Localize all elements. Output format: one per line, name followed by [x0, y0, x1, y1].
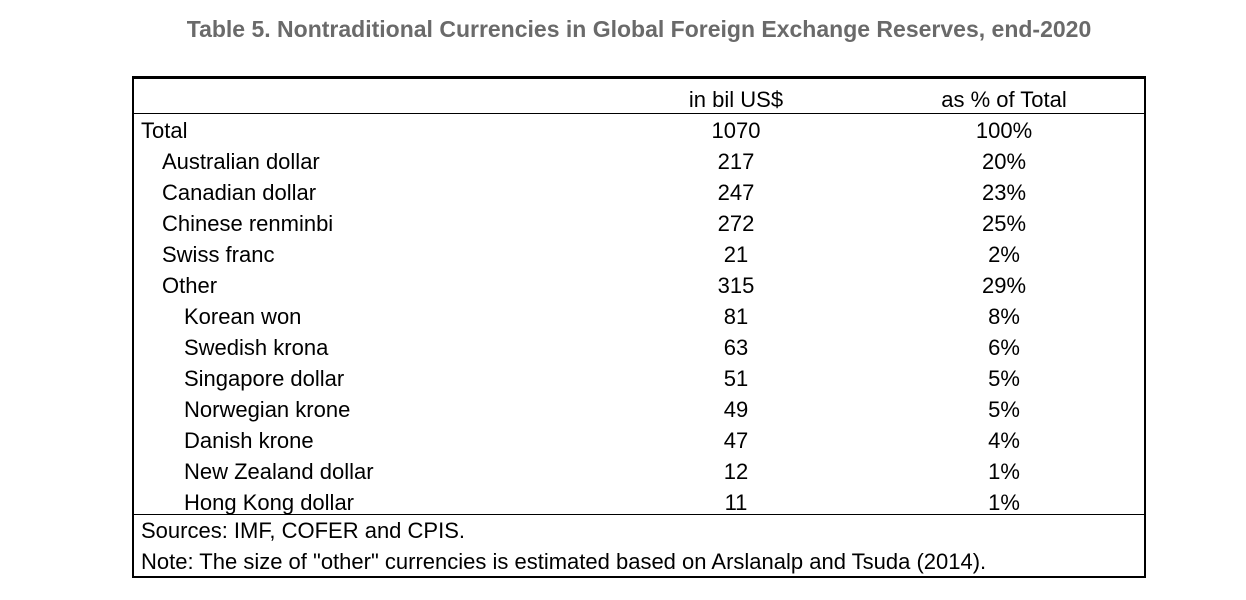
row-label: Chinese renminbi — [162, 211, 334, 236]
column-header-pct-total: as % of Total — [941, 87, 1067, 112]
row-label: Korean won — [184, 304, 302, 329]
row-value-pct: 5% — [988, 397, 1020, 422]
table-row: Australian dollar 217 20% — [134, 146, 1144, 177]
row-label: Singapore dollar — [184, 366, 345, 391]
table-row-total: Total 1070 100% — [134, 115, 1144, 146]
row-label: Danish krone — [184, 428, 314, 453]
row-value-pct: 23% — [981, 180, 1027, 205]
row-label: Australian dollar — [162, 149, 320, 174]
row-value-bil: 247 — [717, 180, 755, 205]
row-value-bil: 51 — [723, 366, 749, 391]
row-value-pct: 4% — [988, 428, 1020, 453]
row-label: Hong Kong dollar — [184, 490, 355, 515]
column-header-bil-usd: in bil US$ — [688, 87, 784, 112]
row-label: Total — [141, 118, 188, 143]
table-row: Danish krone 47 4% — [134, 425, 1144, 456]
row-label: New Zealand dollar — [184, 459, 374, 484]
row-value-bil: 1070 — [711, 118, 761, 143]
row-value-bil: 217 — [717, 149, 755, 174]
row-label: Norwegian krone — [184, 397, 351, 422]
row-label: Other — [162, 273, 218, 298]
row-value-pct: 2% — [988, 242, 1020, 267]
row-label: Swedish krona — [184, 335, 329, 360]
row-value-pct: 5% — [988, 366, 1020, 391]
header-divider — [134, 113, 1144, 114]
table-header-row: in bil US$ as % of Total — [134, 84, 1144, 115]
row-value-pct: 29% — [981, 273, 1027, 298]
row-value-pct: 1% — [988, 490, 1020, 515]
row-value-bil: 315 — [717, 273, 755, 298]
row-value-bil: 81 — [723, 304, 749, 329]
row-value-bil: 11 — [724, 490, 748, 515]
table-row: Swiss franc 21 2% — [134, 239, 1144, 270]
row-value-bil: 49 — [723, 397, 749, 422]
row-value-bil: 63 — [723, 335, 749, 360]
table-row: Other 315 29% — [134, 270, 1144, 301]
row-label: Swiss franc — [162, 242, 275, 267]
sources-note: Sources: IMF, COFER and CPIS. — [141, 518, 465, 543]
row-value-bil: 21 — [723, 242, 749, 267]
table-row: Singapore dollar 51 5% — [134, 363, 1144, 394]
table-row: Swedish krona 63 6% — [134, 332, 1144, 363]
row-value-pct: 100% — [975, 118, 1033, 143]
row-value-bil: 12 — [723, 459, 749, 484]
footer-divider — [134, 514, 1144, 515]
table-row: Chinese renminbi 272 25% — [134, 208, 1144, 239]
row-value-bil: 47 — [723, 428, 749, 453]
row-value-bil: 272 — [717, 211, 755, 236]
currency-reserves-table: in bil US$ as % of Total Total 1070 100%… — [132, 76, 1146, 578]
estimation-note: Note: The size of "other" currencies is … — [141, 549, 987, 574]
row-label: Canadian dollar — [162, 180, 317, 205]
table-title: Table 5. Nontraditional Currencies in Gl… — [186, 16, 1092, 42]
row-value-pct: 20% — [981, 149, 1027, 174]
row-value-pct: 6% — [988, 335, 1020, 360]
row-value-pct: 1% — [988, 459, 1020, 484]
table-row: Canadian dollar 247 23% — [134, 177, 1144, 208]
table-row: Korean won 81 8% — [134, 301, 1144, 332]
row-value-pct: 8% — [988, 304, 1020, 329]
table-row: New Zealand dollar 12 1% — [134, 456, 1144, 487]
table-row: Norwegian krone 49 5% — [134, 394, 1144, 425]
row-value-pct: 25% — [981, 211, 1027, 236]
table-row: Hong Kong dollar 11 1% — [134, 487, 1144, 518]
